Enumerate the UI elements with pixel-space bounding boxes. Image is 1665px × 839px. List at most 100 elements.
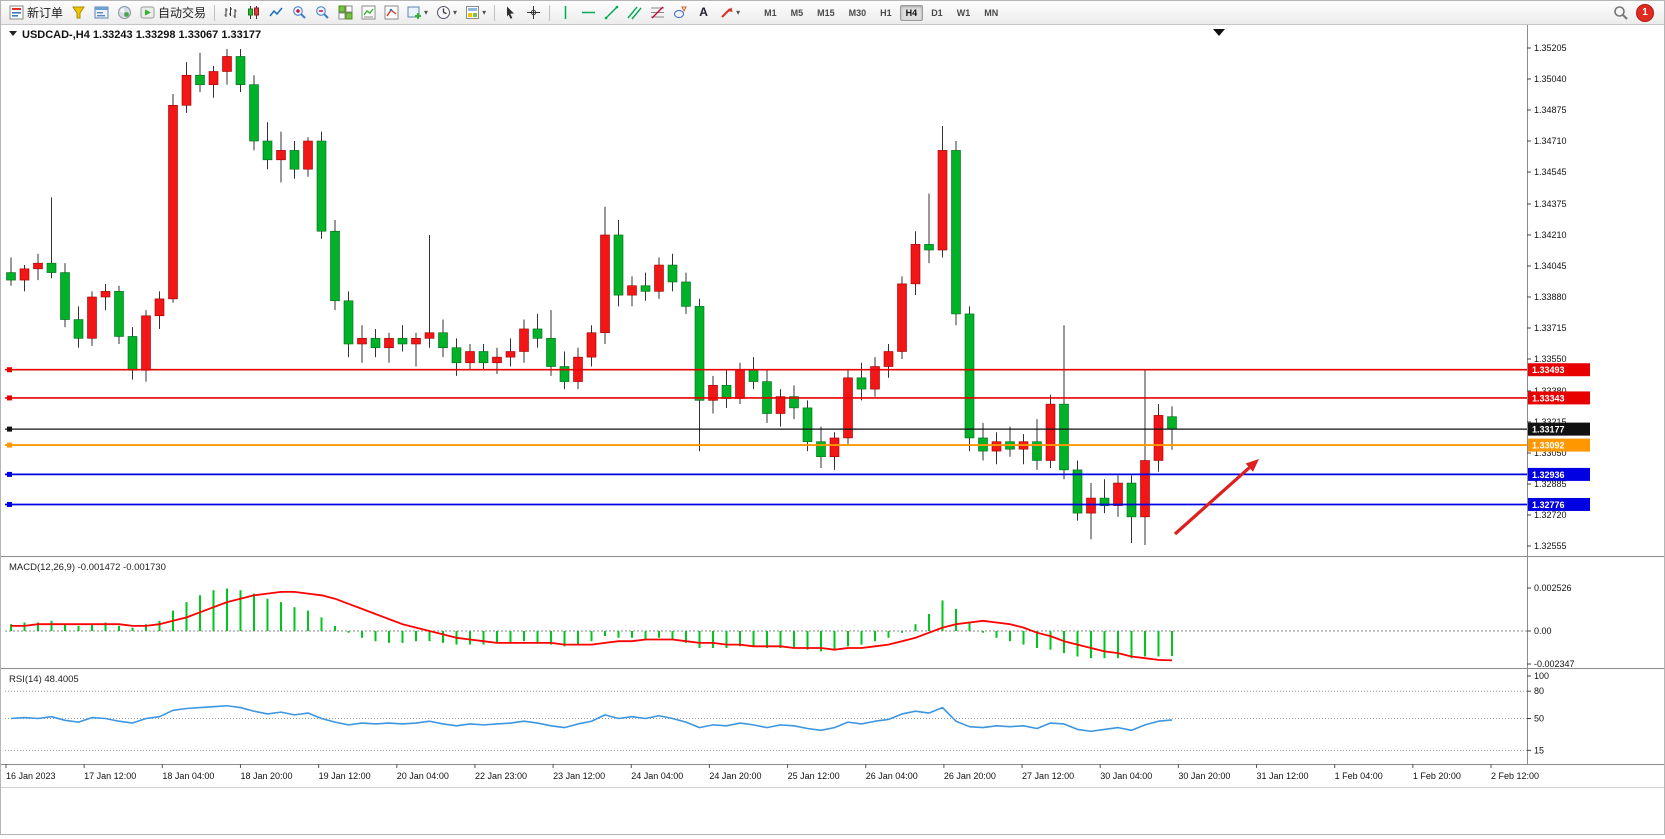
candle-body (370, 338, 381, 349)
candlestick-chart-button[interactable] (242, 3, 265, 23)
timeframe-w1-button[interactable]: W1 (951, 5, 977, 21)
candle-body (856, 377, 867, 390)
price-tag-label: 1.33493 (1532, 365, 1565, 375)
equidistant-channel-button[interactable] (623, 3, 646, 23)
time-axis-label: 23 Jan 12:00 (553, 771, 605, 781)
objects-list-button[interactable] (380, 3, 403, 23)
line-handle[interactable] (7, 442, 12, 448)
timeframe-m30-button[interactable]: M30 (843, 5, 873, 21)
objects-list-icon (384, 5, 399, 20)
search-icon[interactable] (1613, 5, 1628, 20)
time-axis-label: 24 Jan 20:00 (709, 771, 761, 781)
timeframe-d1-button[interactable]: D1 (925, 5, 949, 21)
autotrading-button[interactable]: 自动交易 (136, 3, 210, 23)
timeframe-h4-button[interactable]: H4 (899, 4, 924, 21)
candle-body (586, 332, 597, 358)
periods-button[interactable]: ▾ (432, 3, 461, 23)
candle-body (640, 285, 651, 292)
annotation-arrow[interactable] (1173, 466, 1251, 536)
candle-body (478, 351, 489, 364)
line-handle[interactable] (7, 367, 12, 373)
market-watch-button[interactable] (90, 3, 113, 23)
text-button[interactable]: A (692, 3, 715, 23)
templates-button[interactable]: ▾ (461, 3, 490, 23)
candle-body (708, 385, 718, 401)
toolbar-separator (549, 4, 551, 21)
candle-body (316, 140, 327, 232)
cursor-arrow-icon (503, 5, 518, 20)
line-handle[interactable] (7, 426, 12, 432)
candle-body (492, 356, 502, 364)
chart-canvas[interactable]: 1.35205 1.35040 1.34875 1.34710 1.34545 1.343… (1, 25, 1664, 834)
timeframe-m5-button[interactable]: M5 (785, 5, 810, 21)
candle-body (384, 338, 394, 349)
price-tag (1528, 391, 1590, 405)
candle-body (924, 244, 934, 251)
tile-windows-button[interactable] (334, 3, 357, 23)
macd-pane: MACD(12,26,9) -0.001472 -0.001730 0.00252… (5, 562, 1575, 669)
candle-body (559, 366, 570, 382)
timeframe-h1-button[interactable]: H1 (874, 5, 898, 21)
candle-body (816, 441, 826, 458)
trendline-button[interactable] (600, 3, 623, 23)
cursor-button[interactable] (499, 3, 522, 23)
line-handle[interactable] (7, 471, 12, 477)
toolbar-separator (214, 4, 216, 21)
line-handle[interactable] (7, 501, 12, 507)
price-axis-label: 1.34875 (1534, 105, 1567, 115)
rsi-pane: RSI(14) 48.4005 100 80 50 15 (5, 671, 1549, 755)
price-axis-label: 1.35040 (1534, 74, 1567, 84)
fibonacci-button[interactable] (646, 3, 669, 23)
candle-body (897, 283, 907, 352)
candle-body (1140, 460, 1150, 518)
zoom-out-button[interactable] (311, 3, 334, 23)
line-handle[interactable] (7, 395, 12, 401)
shapes-button[interactable] (669, 3, 692, 23)
chart-profiles-button[interactable] (67, 3, 90, 23)
candle-body (424, 332, 435, 339)
price-axis-label: 1.34710 (1534, 136, 1567, 146)
candle-body (546, 338, 556, 367)
candle-body (600, 234, 610, 334)
new-chart-button[interactable]: ▾ (403, 3, 432, 23)
chart-area: 1.35205 1.35040 1.34875 1.34710 1.34545 1.343… (1, 25, 1664, 834)
rsi-line (10, 704, 1173, 733)
candle-body (289, 150, 300, 170)
annotation-arrowhead[interactable] (1245, 459, 1259, 472)
new-order-button[interactable]: 新订单 (5, 3, 67, 23)
chart-menu-icon[interactable] (9, 31, 17, 36)
time-axis-label: 16 Jan 2023 (6, 771, 56, 781)
notification-badge[interactable]: 1 (1636, 3, 1654, 22)
indicators-button[interactable] (357, 3, 380, 23)
candle-body (114, 291, 124, 337)
bar-chart-button[interactable] (219, 3, 242, 23)
time-axis-label: 1 Feb 04:00 (1335, 771, 1383, 781)
price-tag (1528, 497, 1590, 511)
arrows-button[interactable]: ▾ (715, 3, 744, 23)
price-tag-label: 1.32776 (1532, 500, 1565, 510)
time-axis-label: 27 Jan 12:00 (1022, 771, 1074, 781)
bar-chart-icon (223, 5, 238, 20)
rsi-label: RSI(14) 48.4005 (9, 674, 79, 685)
time-axis-label: 18 Jan 04:00 (162, 771, 214, 781)
candle-body (73, 319, 84, 339)
crosshair-button[interactable] (522, 3, 545, 23)
vertical-line-button[interactable] (554, 3, 577, 23)
price-axis-label: 1.34545 (1534, 167, 1567, 177)
chevron-down-icon: ▾ (424, 8, 429, 17)
candle-body (951, 150, 961, 315)
chart-shift-marker[interactable] (1213, 29, 1225, 36)
candle-body (789, 396, 799, 409)
timeframe-mn-button[interactable]: MN (978, 5, 1004, 21)
navigator-button[interactable] (113, 3, 136, 23)
timeframe-m15-button[interactable]: M15 (811, 5, 841, 21)
rsi-axis-label: 100 (1534, 671, 1549, 681)
line-chart-button[interactable] (265, 3, 288, 23)
price-axis-label: 1.32720 (1534, 510, 1567, 520)
toolbar: 新订单 自动交易 (1, 1, 1664, 25)
clock-icon (436, 5, 451, 20)
timeframe-m1-button[interactable]: M1 (758, 5, 783, 21)
market-watch-icon (94, 5, 109, 20)
horizontal-line-button[interactable] (577, 3, 600, 23)
zoom-in-button[interactable] (288, 3, 311, 23)
